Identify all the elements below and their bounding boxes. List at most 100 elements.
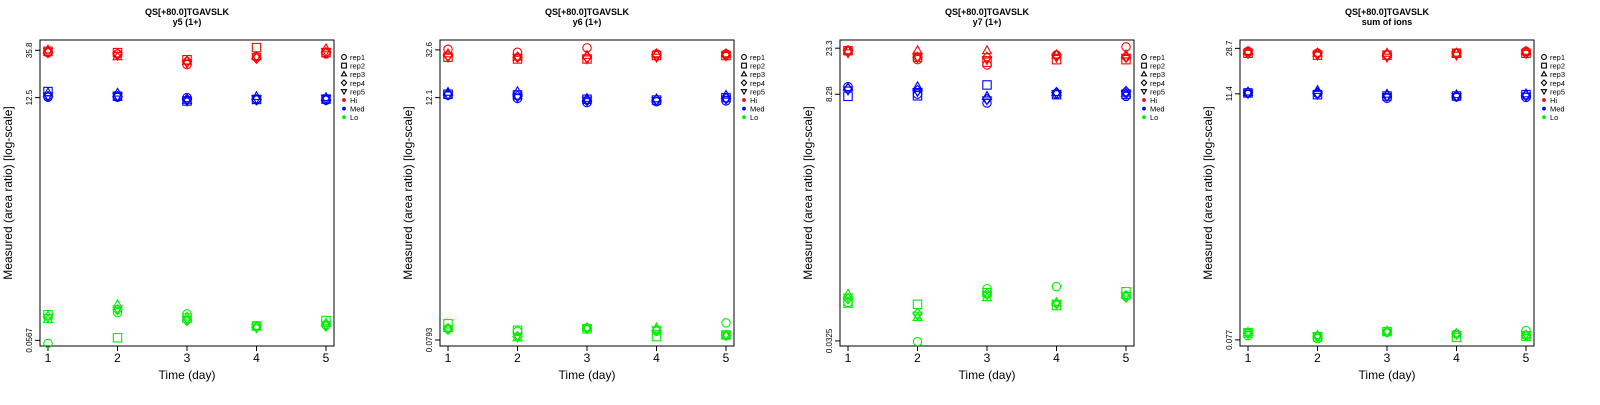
legend-label-hi: Hi bbox=[750, 96, 757, 105]
legend-label-hi: Hi bbox=[1550, 96, 1557, 105]
x-tick-label: 5 bbox=[323, 351, 330, 365]
data-point-med-rep3 bbox=[1051, 86, 1062, 97]
legend-symbol-rep3 bbox=[1140, 70, 1148, 77]
legend-symbol-rep3 bbox=[1540, 70, 1548, 77]
x-tick-label: 2 bbox=[914, 351, 921, 365]
data-point-med-rep2 bbox=[843, 91, 853, 102]
data-point-med-rep3 bbox=[42, 86, 54, 97]
data-point-lo-rep2 bbox=[321, 315, 331, 326]
data-point-med-rep5 bbox=[1520, 92, 1532, 102]
data-point-lo-rep5 bbox=[651, 326, 662, 336]
legend-dot-med bbox=[742, 106, 746, 111]
legend-label-med: Med bbox=[350, 105, 365, 114]
x-tick-label: 1 bbox=[445, 351, 452, 365]
x-tick-label: 5 bbox=[1123, 351, 1130, 365]
x-tick-label: 2 bbox=[1314, 351, 1321, 365]
legend-label-lo: Lo bbox=[750, 113, 758, 122]
y-axis-label: Measured (area ratio) [log-scale] bbox=[801, 106, 815, 279]
legend-dot-hi bbox=[1542, 98, 1546, 102]
data-point-lo-rep3 bbox=[112, 298, 123, 309]
data-point-med-rep5 bbox=[581, 96, 593, 107]
data-point-lo-rep1 bbox=[1051, 281, 1062, 292]
y-tick-label: 0.0567 bbox=[25, 328, 34, 353]
x-tick-label: 2 bbox=[114, 351, 121, 365]
legend-symbol-rep4 bbox=[740, 79, 748, 87]
data-point-hi-rep1 bbox=[1382, 50, 1392, 60]
legend-dot-lo bbox=[742, 115, 746, 120]
x-tick-label: 3 bbox=[584, 351, 591, 365]
data-point-med-rep2 bbox=[982, 80, 992, 90]
data-point-lo-rep5 bbox=[1242, 329, 1254, 339]
y-tick-label: 32.6 bbox=[425, 42, 434, 58]
legend-label-rep3: rep3 bbox=[1550, 70, 1565, 79]
legend-symbol-rep1 bbox=[1141, 54, 1147, 60]
data-point-med-rep3 bbox=[181, 94, 193, 104]
y-tick-label: 12.1 bbox=[425, 89, 434, 105]
chart-subtitle: y6 (1+) bbox=[573, 17, 602, 27]
legend-label-lo: Lo bbox=[1150, 113, 1158, 122]
data-point-hi-rep5 bbox=[112, 51, 123, 62]
data-point-lo-rep3 bbox=[581, 321, 593, 332]
legend-label-rep5: rep5 bbox=[1150, 87, 1165, 96]
x-axis-label: Time (day) bbox=[959, 368, 1016, 382]
legend-label-rep1: rep1 bbox=[750, 53, 765, 62]
chart-subtitle: y7 (1+) bbox=[973, 17, 1002, 27]
legend-label-rep1: rep1 bbox=[1150, 53, 1165, 62]
legend-label-rep2: rep2 bbox=[1550, 62, 1565, 71]
data-point-med-rep5 bbox=[442, 91, 454, 101]
y-axis-label: Measured (area ratio) [log-scale] bbox=[401, 106, 415, 279]
y-tick-label: 8.28 bbox=[825, 86, 834, 102]
x-tick-label: 5 bbox=[723, 351, 730, 365]
x-tick-label: 1 bbox=[1245, 351, 1252, 365]
legend-label-rep4: rep4 bbox=[1150, 79, 1165, 88]
data-point-lo-rep3 bbox=[251, 320, 262, 331]
data-point-lo-rep3 bbox=[1451, 327, 1462, 338]
chart-title: QS[+80.0]TGAVSLK bbox=[1345, 7, 1430, 17]
y-tick-label: 0.0325 bbox=[825, 328, 834, 353]
data-point-hi-rep2 bbox=[982, 57, 992, 67]
legend-label-rep3: rep3 bbox=[750, 70, 765, 79]
plot-frame bbox=[1239, 39, 1535, 347]
data-point-hi-rep5 bbox=[1051, 53, 1062, 64]
data-point-lo-rep2 bbox=[843, 298, 853, 308]
plot-frame bbox=[439, 39, 735, 347]
data-point-hi-rep5 bbox=[42, 47, 54, 58]
data-point-lo-rep5 bbox=[442, 325, 454, 335]
data-point-lo-rep2 bbox=[1451, 332, 1462, 343]
data-point-med-rep5 bbox=[251, 95, 262, 105]
data-point-lo-rep2 bbox=[912, 299, 923, 310]
legend-label-rep2: rep2 bbox=[750, 62, 765, 71]
legend-symbol-rep1 bbox=[1541, 54, 1547, 60]
data-point-med-rep5 bbox=[1312, 90, 1323, 101]
legend-dot-med bbox=[342, 106, 346, 111]
data-point-lo-rep1 bbox=[1521, 325, 1531, 336]
legend-label-rep3: rep3 bbox=[1150, 70, 1165, 79]
x-axis-label: Time (day) bbox=[559, 368, 616, 382]
data-point-med-rep3 bbox=[512, 85, 523, 96]
legend-dot-lo bbox=[1142, 115, 1146, 120]
data-point-med-rep2 bbox=[912, 91, 923, 101]
legend-label-rep2: rep2 bbox=[350, 62, 365, 71]
y-axis-label: Measured (area ratio) [log-scale] bbox=[1201, 106, 1215, 279]
data-point-med-rep3 bbox=[112, 87, 123, 97]
legend-label-rep5: rep5 bbox=[1550, 87, 1565, 96]
legend-symbol-rep3 bbox=[740, 70, 748, 77]
data-point-med-rep3 bbox=[912, 80, 923, 91]
data-point-lo-rep1 bbox=[721, 318, 731, 328]
data-point-hi-rep5 bbox=[512, 53, 523, 64]
data-point-lo-rep5 bbox=[1120, 292, 1132, 302]
data-point-lo-rep5 bbox=[251, 324, 262, 334]
chart-subtitle: sum of ions bbox=[1362, 17, 1413, 27]
data-point-med-rep5 bbox=[1451, 92, 1462, 103]
legend-label-rep5: rep5 bbox=[350, 87, 365, 96]
data-point-hi-rep2 bbox=[1051, 54, 1062, 65]
legend-symbol-rep2 bbox=[1541, 62, 1547, 69]
data-point-med-rep5 bbox=[842, 86, 854, 96]
y-tick-label: 0.077 bbox=[1225, 329, 1234, 350]
legend-symbol-rep5 bbox=[740, 89, 748, 96]
data-point-hi-rep5 bbox=[1242, 49, 1254, 60]
data-point-med-rep3 bbox=[720, 89, 732, 99]
x-tick-label: 3 bbox=[184, 351, 191, 365]
